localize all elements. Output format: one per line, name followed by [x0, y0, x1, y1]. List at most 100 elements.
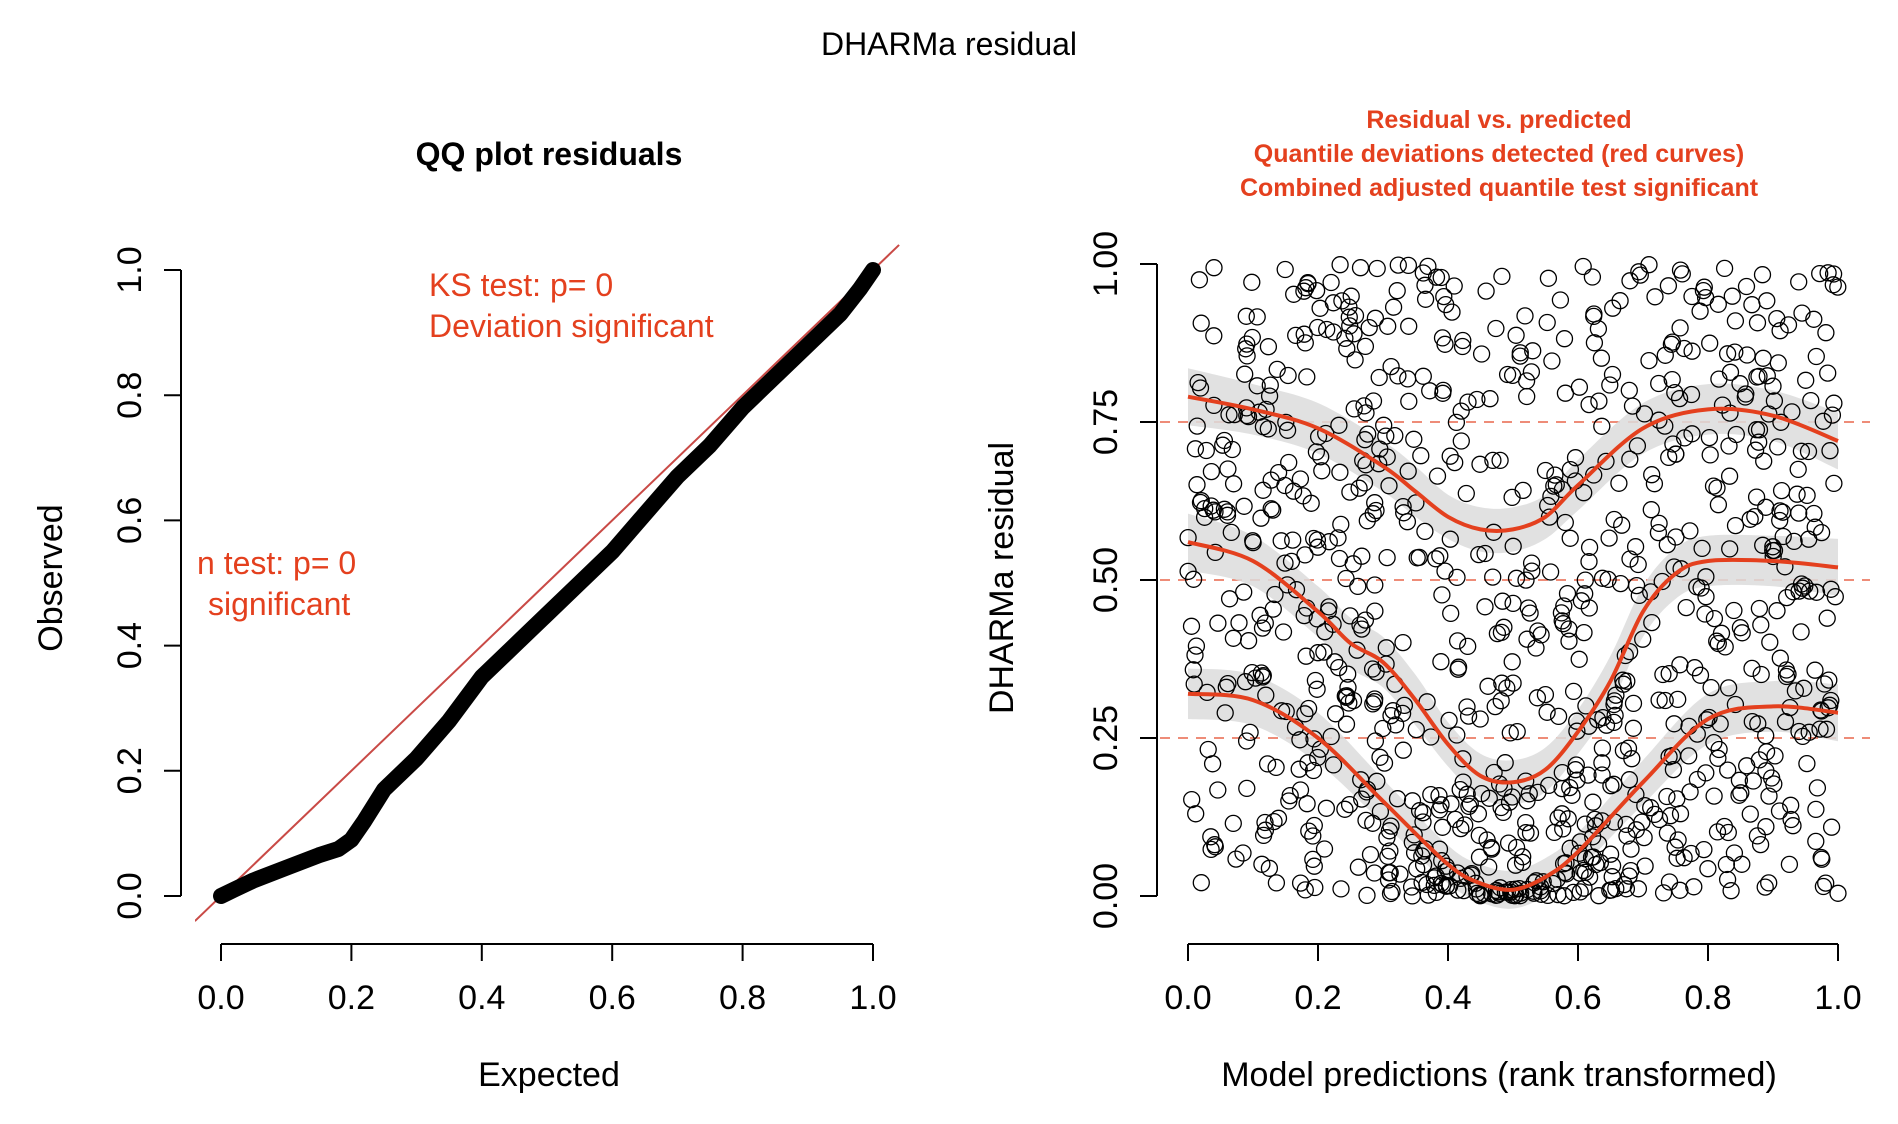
residual-point [1754, 536, 1772, 554]
residual-point [1308, 531, 1327, 549]
residual-point [1427, 550, 1445, 568]
residual-point [1448, 726, 1466, 744]
residual-point [1560, 632, 1578, 650]
residual-point [1579, 766, 1597, 784]
residual-point [1315, 643, 1333, 661]
qq-x-tick-label: 0.0 [197, 979, 244, 1017]
residual-point [1304, 827, 1322, 845]
residual-point [1384, 298, 1403, 316]
residual-point [1593, 766, 1611, 784]
residual-point [1664, 760, 1683, 779]
residual-point [1378, 448, 1396, 466]
residual-point [1452, 432, 1470, 450]
residual-point [1686, 659, 1704, 677]
residual-point [1805, 310, 1823, 328]
residual-point [1666, 383, 1684, 402]
residual-point [1337, 569, 1355, 588]
residual-point [1697, 588, 1715, 606]
residual-point [1405, 430, 1423, 448]
residual-point [1743, 296, 1761, 314]
residual-point [1179, 528, 1197, 547]
residual-point [1304, 850, 1322, 869]
residual-point [1419, 257, 1437, 276]
residual-point [1495, 779, 1513, 797]
residual-point [1743, 659, 1761, 678]
residual-point [1378, 548, 1396, 567]
residual-point [1399, 370, 1417, 388]
residual-point [1414, 813, 1432, 831]
residual-point [1627, 785, 1645, 804]
residual-point [1238, 347, 1256, 365]
qq-x-tick-label: 0.4 [458, 979, 505, 1017]
residual-point [1748, 314, 1767, 332]
residual-point [1330, 658, 1348, 677]
residual-point [1206, 543, 1224, 562]
residual-point [1819, 699, 1837, 717]
rp-y-tick-label: 0.25 [1087, 705, 1125, 771]
residual-point [1454, 750, 1472, 768]
residual-point [1262, 500, 1280, 518]
residual-point [1757, 498, 1775, 516]
residual-point [1447, 413, 1466, 432]
residual-point [1259, 420, 1277, 438]
residual-point [1829, 884, 1847, 902]
residual-point [1264, 600, 1282, 618]
residual-point [1274, 623, 1293, 641]
residual-point [1673, 265, 1691, 283]
residual-point [1590, 887, 1608, 905]
residual-point [1811, 264, 1829, 283]
residual-point [1511, 347, 1529, 365]
residual-point [1691, 302, 1709, 320]
residual-point [1285, 285, 1303, 303]
residual-point [1597, 716, 1616, 734]
residual-point [1437, 857, 1455, 875]
qq-y-tick-label: 0.2 [111, 747, 149, 794]
residual-point [1459, 393, 1477, 411]
residual-point [1527, 639, 1545, 657]
residual-point [1705, 609, 1724, 628]
qq-x-tick-label: 1.0 [849, 979, 896, 1017]
residual-point [1824, 276, 1842, 294]
residual-point [1675, 429, 1694, 447]
residual-point [1407, 494, 1425, 512]
residual-point [1254, 666, 1272, 685]
residual-point [1669, 831, 1687, 849]
residual-point [1593, 739, 1612, 757]
residual-point [1710, 740, 1728, 759]
rp-x-tick-label: 0.4 [1424, 979, 1471, 1017]
residual-point [1435, 287, 1453, 306]
residual-point [1205, 396, 1223, 415]
residual-point [1471, 710, 1489, 728]
qq-y-tick-label: 0.6 [111, 497, 149, 544]
residual-point [1218, 503, 1237, 521]
residual-point [1366, 602, 1384, 620]
residual-point [1202, 462, 1221, 481]
residual-point [1645, 475, 1664, 493]
residual-point [1400, 392, 1418, 411]
residual-point [1784, 583, 1802, 601]
rp-band-q0.75 [1188, 368, 1838, 554]
rp-x-axis-label: Model predictions (rank transformed) [1221, 1056, 1777, 1094]
residual-point [1813, 850, 1831, 868]
residual-point [1364, 695, 1382, 713]
residual-point [1295, 606, 1313, 625]
residual-point [1413, 873, 1431, 892]
residual-point [1524, 342, 1542, 360]
residual-point [1757, 727, 1775, 745]
residual-point [1549, 809, 1567, 827]
residual-point [1188, 476, 1206, 494]
residual-point [1770, 802, 1789, 820]
residual-point [1792, 442, 1811, 460]
residual-point [1261, 376, 1279, 394]
residual-point [1792, 623, 1810, 641]
residual-point [1769, 438, 1787, 456]
residual-point [1416, 522, 1434, 541]
residual-point [1726, 343, 1744, 361]
residual-point [1618, 827, 1636, 845]
residual-point [1356, 337, 1375, 356]
residual-point [1584, 828, 1602, 846]
residual-point [1422, 728, 1440, 746]
residual-point [1789, 460, 1807, 479]
residual-point [1322, 273, 1340, 292]
residual-point [1695, 840, 1713, 859]
